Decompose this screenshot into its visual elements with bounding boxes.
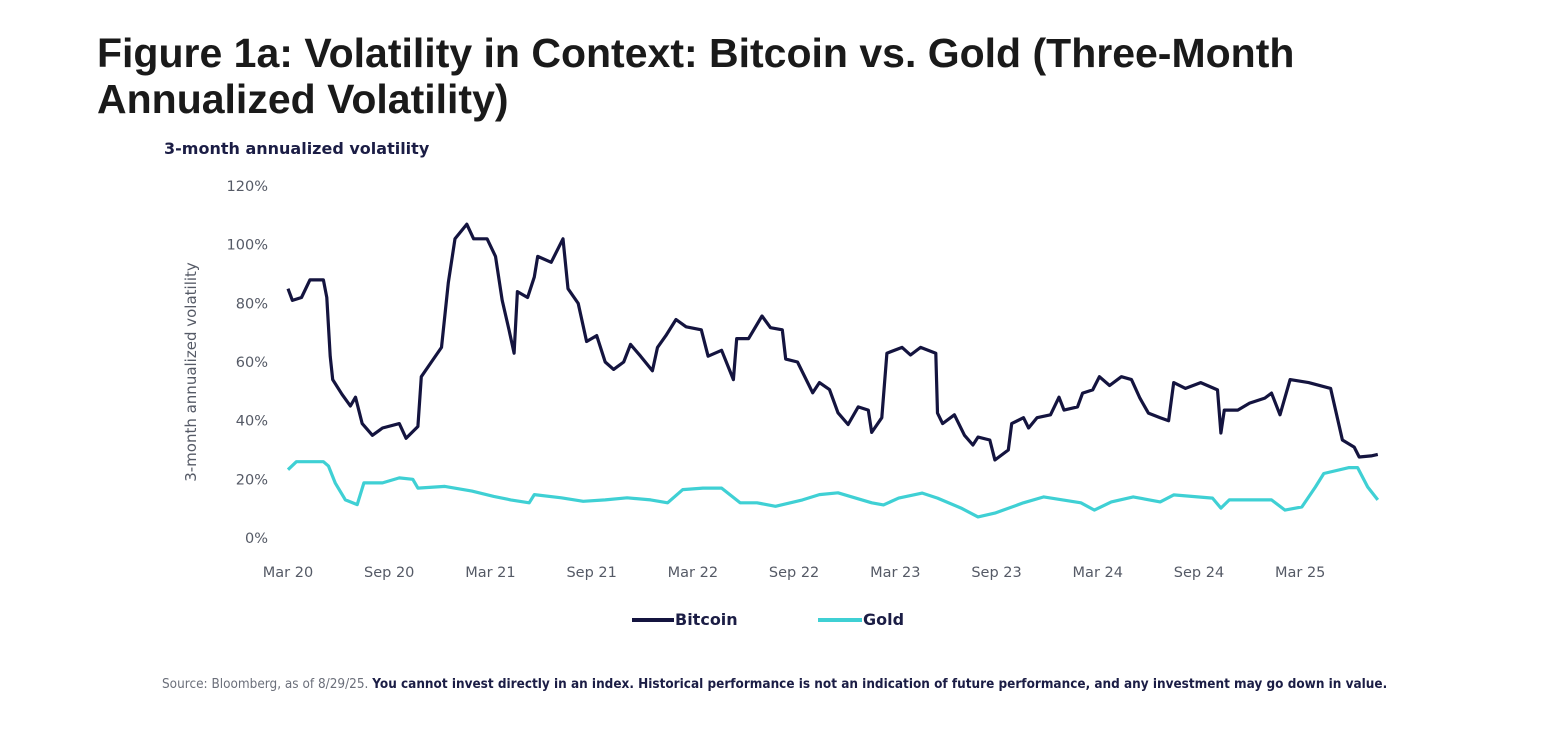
y-tick-label: 0% bbox=[245, 531, 268, 547]
series-line-gold bbox=[286, 460, 1380, 519]
x-tick-label: Sep 24 bbox=[1174, 565, 1224, 581]
x-tick-label: Mar 25 bbox=[1275, 565, 1325, 581]
series-line-bitcoin bbox=[286, 222, 1379, 462]
y-tick-label: 80% bbox=[236, 296, 268, 312]
source-citation: Source: Bloomberg, as of 8/29/25. bbox=[162, 677, 373, 692]
y-axis-label: 3-month annualized volatility bbox=[182, 262, 200, 482]
x-tick-label: Mar 20 bbox=[263, 565, 313, 581]
y-axis-ticks: 0% 20% 40% 60% 80% 100% 120% bbox=[227, 179, 268, 547]
y-tick-label: 40% bbox=[236, 414, 268, 430]
x-tick-label: Mar 23 bbox=[870, 565, 920, 581]
y-tick-label: 60% bbox=[236, 355, 268, 371]
x-tick-label: Mar 21 bbox=[465, 565, 515, 581]
x-axis-ticks: Mar 20 Sep 20 Mar 21 Sep 21 Mar 22 Sep 22 Mar … bbox=[263, 565, 1326, 581]
x-tick-label: Sep 21 bbox=[566, 565, 616, 581]
legend: Bitcoin Gold bbox=[632, 610, 904, 629]
figure-title: Figure 1a: Volatility in Context: Bitcoi… bbox=[97, 30, 1295, 122]
y-tick-label: 120% bbox=[227, 179, 268, 195]
y-tick-label: 100% bbox=[227, 238, 268, 254]
legend-label-bitcoin: Bitcoin bbox=[675, 610, 738, 629]
source-note: Source: Bloomberg, as of 8/29/25. You ca… bbox=[162, 664, 1427, 705]
x-tick-label: Mar 22 bbox=[668, 565, 718, 581]
legend-label-gold: Gold bbox=[863, 610, 904, 629]
series-lines bbox=[286, 222, 1380, 519]
disclaimer: You cannot invest directly in an index. … bbox=[372, 677, 1388, 692]
y-tick-label: 20% bbox=[236, 472, 268, 488]
chart-title: 3-month annualized volatility bbox=[164, 139, 430, 158]
x-tick-label: Sep 23 bbox=[971, 565, 1021, 581]
x-tick-label: Sep 22 bbox=[769, 565, 819, 581]
x-tick-label: Mar 24 bbox=[1073, 565, 1123, 581]
x-tick-label: Sep 20 bbox=[364, 565, 414, 581]
